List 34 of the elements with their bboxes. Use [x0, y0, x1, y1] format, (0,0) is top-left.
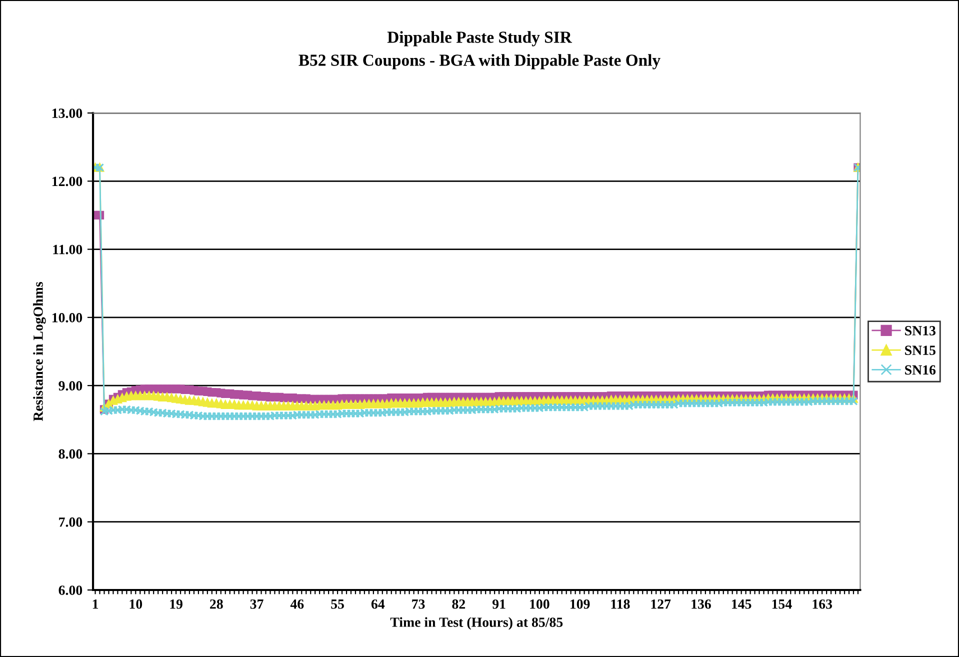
y-tick-label: 8.00	[58, 449, 82, 459]
y-axis-title: Resistance in LogOhms	[33, 282, 46, 422]
y-tick-label: 13.00	[52, 108, 82, 118]
x-tick-label: 1	[92, 599, 98, 609]
x-tick-label: 136	[692, 599, 711, 609]
x-tick-label: 10	[130, 599, 142, 609]
chart-subtitle: B52 SIR Coupons - BGA with Dippable Paste Only	[298, 54, 660, 70]
x-tick-label: 154	[772, 599, 792, 609]
y-tick-label: 6.00	[58, 586, 82, 595]
x-tick-label: 82	[452, 599, 466, 609]
x-axis-title: Time in Test (Hours) at 85/85	[390, 617, 563, 630]
x-tick-label: 145	[732, 599, 752, 609]
legend-label: SN13	[905, 326, 936, 336]
x-tick-label: 118	[611, 599, 630, 609]
y-tick-label: 12.00	[52, 176, 82, 186]
x-tick-label: 100	[530, 599, 550, 609]
y-tick-label: 10.00	[52, 313, 82, 322]
x-tick-label: 55	[331, 600, 344, 609]
legend-label: SN16	[905, 365, 936, 375]
x-tick-label: 19	[170, 599, 182, 609]
x-tick-label: 163	[812, 599, 832, 609]
x-tick-label: 91	[492, 599, 506, 609]
y-tick-label: 9.00	[58, 381, 82, 391]
x-tick-label: 73	[412, 599, 425, 609]
y-tick-label: 7.00	[59, 517, 82, 527]
x-tick-label: 37	[250, 599, 264, 609]
x-tick-label: 64	[371, 599, 385, 609]
chart-title: Dippable Paste Study SIR	[387, 31, 572, 46]
x-tick-label: 46	[290, 599, 304, 609]
x-tick-label: 127	[651, 599, 671, 609]
y-tick-label: 11.00	[53, 244, 82, 254]
legend-label: SN15	[905, 346, 936, 356]
x-tick-label: 28	[210, 599, 223, 609]
x-tick-label: 109	[570, 599, 590, 609]
